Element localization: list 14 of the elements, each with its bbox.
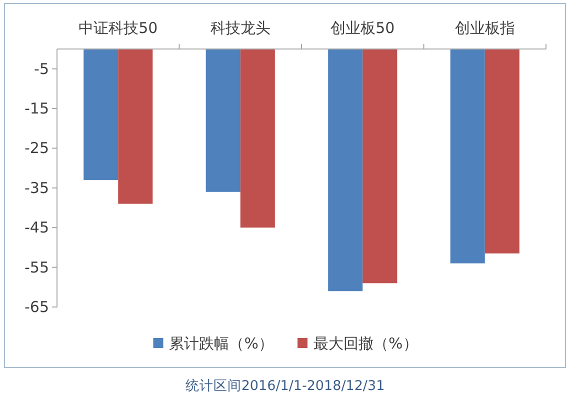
- y-tick-label: -25: [24, 139, 49, 158]
- x-tick-label: 创业板50: [330, 19, 395, 37]
- x-tick-label: 创业板指: [454, 19, 515, 37]
- y-tick-label: -45: [24, 218, 49, 237]
- y-tick-label: -55: [24, 258, 49, 276]
- legend-label: 最大回撤（%）: [314, 334, 418, 352]
- y-tick-label: -5: [34, 60, 49, 78]
- x-tick-label: 中证科技50: [78, 19, 158, 37]
- y-tick-label: -15: [24, 100, 49, 118]
- x-tick-label: 科技龙头: [210, 19, 270, 37]
- y-tick-label: -35: [24, 178, 49, 197]
- text: 统计区间2016/1/1-2018/12/31: [185, 378, 385, 394]
- y-tick-label: -65: [24, 298, 49, 316]
- legend-label: 累计跌幅（%）: [169, 334, 274, 352]
